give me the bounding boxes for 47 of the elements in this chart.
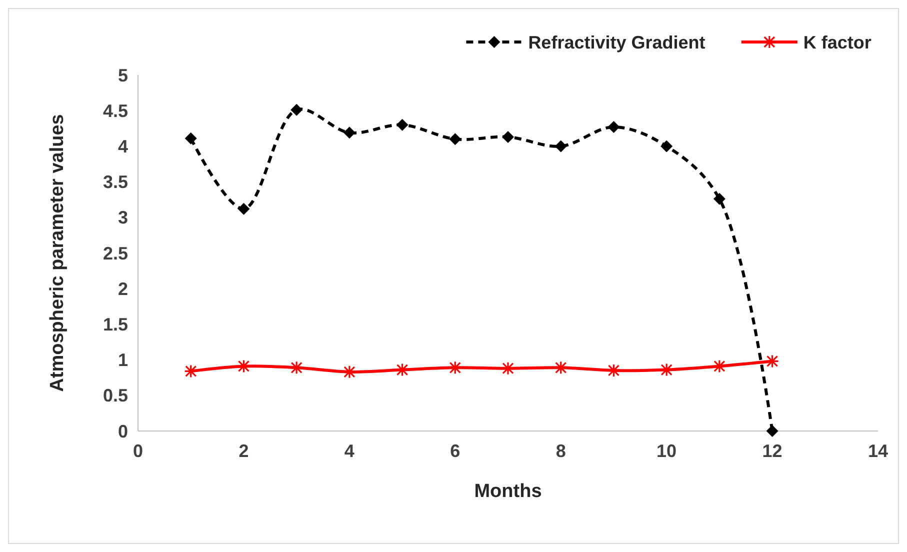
point: [713, 192, 726, 205]
point: [343, 126, 356, 139]
y-tick-label: 2.5: [102, 243, 128, 264]
point: [608, 120, 620, 133]
point: [290, 104, 303, 116]
x-tick-label: 4: [344, 441, 354, 461]
point: [712, 359, 726, 374]
x-tick-label: 0: [132, 441, 144, 461]
x-tick-label: 2: [238, 441, 249, 461]
point: [554, 140, 567, 152]
point: [606, 364, 621, 378]
x-tick-label: 10: [656, 441, 677, 461]
point: [502, 130, 514, 143]
y-tick-label: 2: [118, 278, 128, 299]
legend-label: Refractivity Gradient: [528, 32, 706, 52]
x-axis-title: Months: [474, 481, 542, 502]
y-tick-label: 1: [118, 350, 128, 370]
y-tick-label: 0.5: [102, 386, 128, 406]
point: [342, 365, 356, 379]
point: [660, 140, 673, 152]
y-tick-label: 1.5: [102, 314, 128, 334]
y-tick-label: 3.5: [102, 172, 128, 192]
y-axis-title: Atmospheric parameter values: [47, 114, 68, 392]
point: [449, 133, 462, 146]
x-tick-label: 8: [556, 441, 566, 461]
legend-label: K factor: [803, 32, 872, 52]
y-tick-label: 5: [118, 65, 128, 86]
x-tick-label: 6: [450, 441, 460, 461]
point: [184, 132, 197, 144]
x-tick-label: 14: [868, 441, 888, 461]
y-tick-label: 3: [118, 208, 128, 228]
point: [290, 360, 304, 374]
point: [238, 202, 250, 215]
point: [184, 364, 198, 378]
point: [448, 360, 462, 374]
y-tick-label: 4.5: [102, 100, 128, 121]
point: [395, 362, 410, 377]
point: [501, 362, 515, 376]
point: [766, 425, 778, 437]
y-tick-label: 0: [118, 421, 128, 442]
point: [554, 360, 568, 374]
x-tick-label: 12: [762, 441, 782, 461]
point: [236, 359, 251, 374]
point: [660, 362, 674, 377]
y-tick-label: 4: [118, 136, 128, 156]
point: [396, 118, 408, 131]
point: [765, 354, 780, 368]
